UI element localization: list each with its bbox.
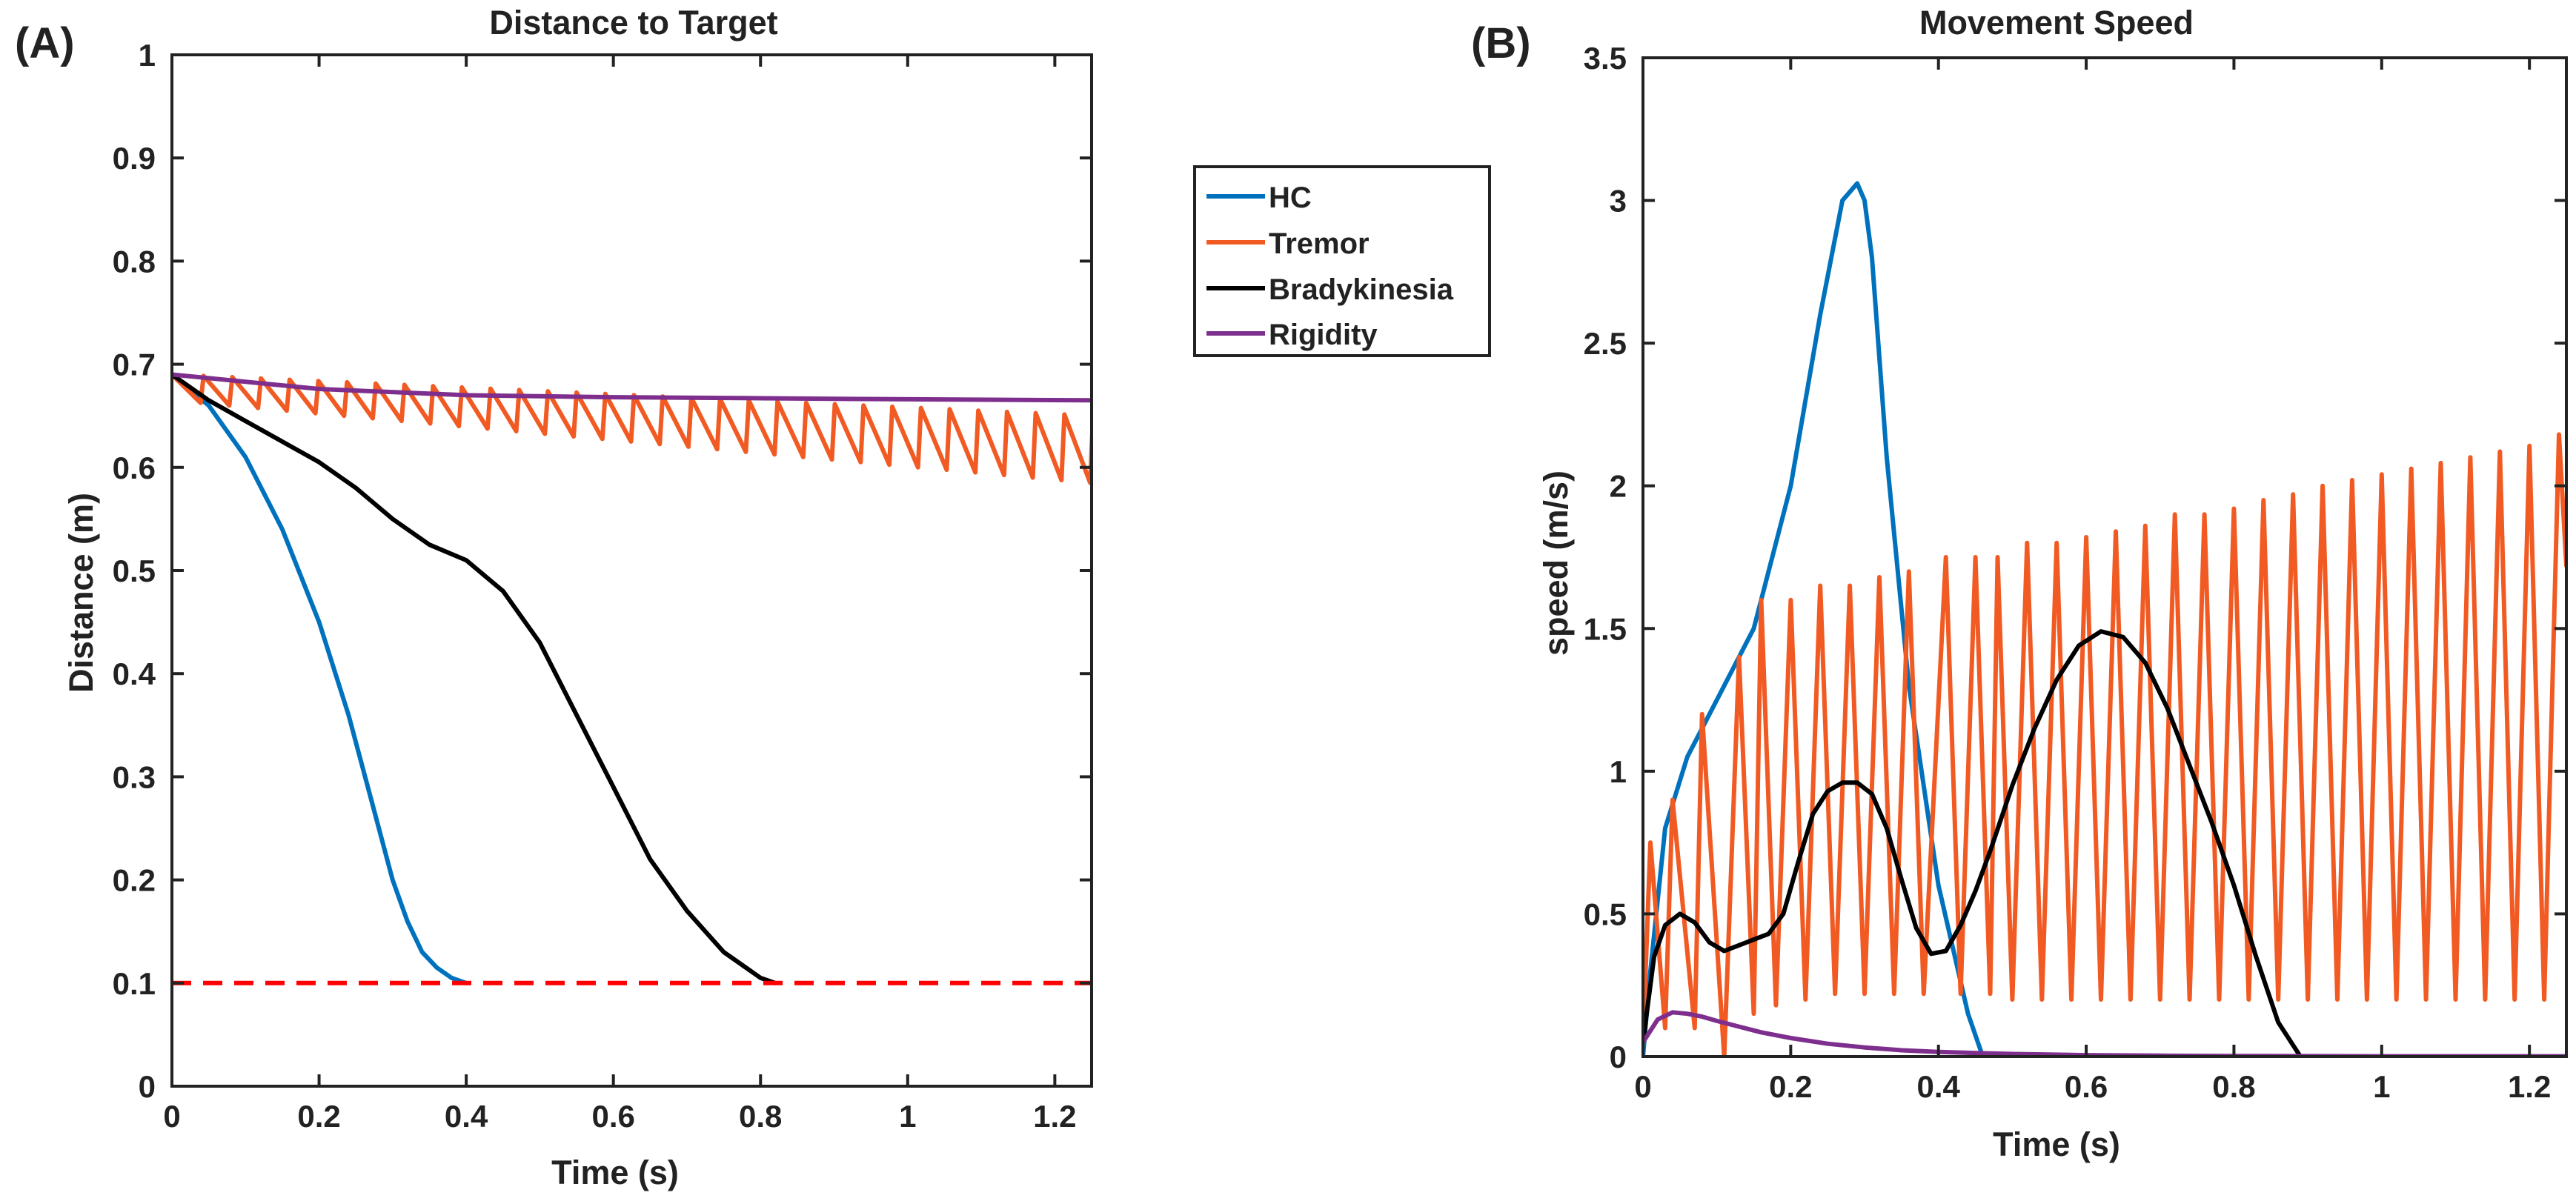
panel-a-x-axis-label: Time (s) xyxy=(551,1154,679,1191)
panel-a-y-tick-label: 0.5 xyxy=(113,553,156,588)
panel-a-x-tick-label: 1 xyxy=(899,1099,916,1134)
panel-a-y-tick-label: 0.3 xyxy=(113,759,156,794)
panel-a-y-tick-label: 0 xyxy=(139,1069,156,1104)
panel-a-series-hc-line xyxy=(172,372,469,985)
panel-a-y-tick-label: 0.2 xyxy=(113,863,156,898)
panel-a-distance-chart: (A) Distance to Target 0 0.2 0.4 0.6 0.8 1 1.2… xyxy=(15,4,1093,1191)
panel-b-x-ticks: 0 0.2 0.4 0.6 0.8 1 1.2 xyxy=(1634,58,2551,1104)
panel-a-y-tick-label: 0.7 xyxy=(113,347,156,382)
panel-b-series-bradykinesia-line xyxy=(1643,629,2303,1057)
panel-a-x-tick-label: 0.4 xyxy=(445,1099,488,1134)
panel-b-x-tick-label: 0 xyxy=(1634,1069,1651,1104)
panel-a-series-lines xyxy=(172,372,1092,985)
panel-a-series-tremor-line xyxy=(172,372,1092,485)
panel-a-x-tick-label: 0.6 xyxy=(591,1099,634,1134)
panel-a-axes-frame xyxy=(170,53,1093,1088)
panel-b-x-tick-label: 1.2 xyxy=(2508,1069,2551,1104)
panel-b-y-tick-label: 3 xyxy=(1610,184,1627,219)
panel-b-x-tick-label: 0.2 xyxy=(1769,1069,1812,1104)
panel-a-y-ticks: 0 0.1 0.2 0.3 0.4 0.5 0.6 0.7 0.8 0.9 1 xyxy=(113,38,1092,1104)
panel-b-label: (B) xyxy=(1471,19,1531,67)
panel-b-y-tick-label: 1 xyxy=(1610,754,1627,789)
panel-a-y-tick-label: 0.1 xyxy=(113,966,156,1001)
panel-b-y-tick-label: 2.5 xyxy=(1584,326,1627,361)
panel-b-y-tick-label: 0.5 xyxy=(1584,897,1627,931)
panel-a-y-tick-label: 0.8 xyxy=(113,244,156,279)
panel-b-axes-frame xyxy=(1641,56,2568,1058)
legend: HC Tremor Bradykinesia Rigidity xyxy=(1193,165,1491,357)
panel-b-y-tick-label: 0 xyxy=(1610,1040,1627,1074)
panel-a-y-tick-label: 0.9 xyxy=(113,141,156,176)
panel-a-label: (A) xyxy=(15,19,75,67)
legend-label-tremor: Tremor xyxy=(1269,227,1370,260)
panel-b-y-tick-label: 1.5 xyxy=(1584,611,1627,646)
panel-a-x-tick-label: 0.2 xyxy=(297,1099,340,1134)
panel-b-series-hc-line xyxy=(1643,181,1985,1057)
panel-b-x-tick-label: 0.6 xyxy=(2065,1069,2108,1104)
panel-b-title: Movement Speed xyxy=(1919,4,2194,41)
panel-b-plot-area xyxy=(1641,56,2568,1058)
panel-b-x-tick-label: 0.8 xyxy=(2212,1069,2255,1104)
panel-a-x-ticks: 0 0.2 0.4 0.6 0.8 1 1.2 xyxy=(163,55,1077,1134)
panel-b-y-tick-label: 2 xyxy=(1610,469,1627,504)
panel-a-y-tick-label: 1 xyxy=(139,38,156,73)
panel-b-series-lines xyxy=(1643,181,2566,1057)
panel-b-y-axis-label: speed (m/s) xyxy=(1537,470,1575,656)
panel-b-x-tick-label: 1 xyxy=(2373,1069,2390,1104)
panel-a-y-tick-label: 0.4 xyxy=(113,656,156,691)
panel-a-plot-area xyxy=(170,53,1093,1088)
panel-a-title: Distance to Target xyxy=(489,4,777,41)
panel-a-x-tick-label: 0 xyxy=(163,1099,180,1134)
panel-a-y-tick-label: 0.6 xyxy=(113,450,156,485)
panel-b-x-axis-label: Time (s) xyxy=(1993,1125,2120,1163)
panel-a-series-bradykinesia-line xyxy=(172,372,778,985)
panel-b-series-rigidity-line xyxy=(1643,1010,2566,1057)
panel-b-x-tick-label: 0.4 xyxy=(1917,1069,1961,1104)
panel-a-series-rigidity-line xyxy=(172,372,1092,403)
panel-b-series-tremor-line xyxy=(1643,432,2566,1057)
panel-b-y-tick-label: 3.5 xyxy=(1584,41,1627,76)
panel-a-x-tick-label: 0.8 xyxy=(739,1099,782,1134)
panel-a-y-axis-label: Distance (m) xyxy=(62,493,100,693)
legend-label-rigidity: Rigidity xyxy=(1269,319,1378,351)
panel-b-y-ticks: 0 0.5 1 1.5 2 2.5 3 3.5 xyxy=(1584,41,2566,1074)
panel-a-x-tick-label: 1.2 xyxy=(1033,1099,1076,1134)
legend-label-hc: HC xyxy=(1269,182,1312,214)
legend-label-bradykinesia: Bradykinesia xyxy=(1269,273,1454,306)
panel-b-speed-chart: (B) Movement Speed 0 0.2 0.4 0.6 0.8 1 1.2 0 0.… xyxy=(1471,4,2568,1163)
